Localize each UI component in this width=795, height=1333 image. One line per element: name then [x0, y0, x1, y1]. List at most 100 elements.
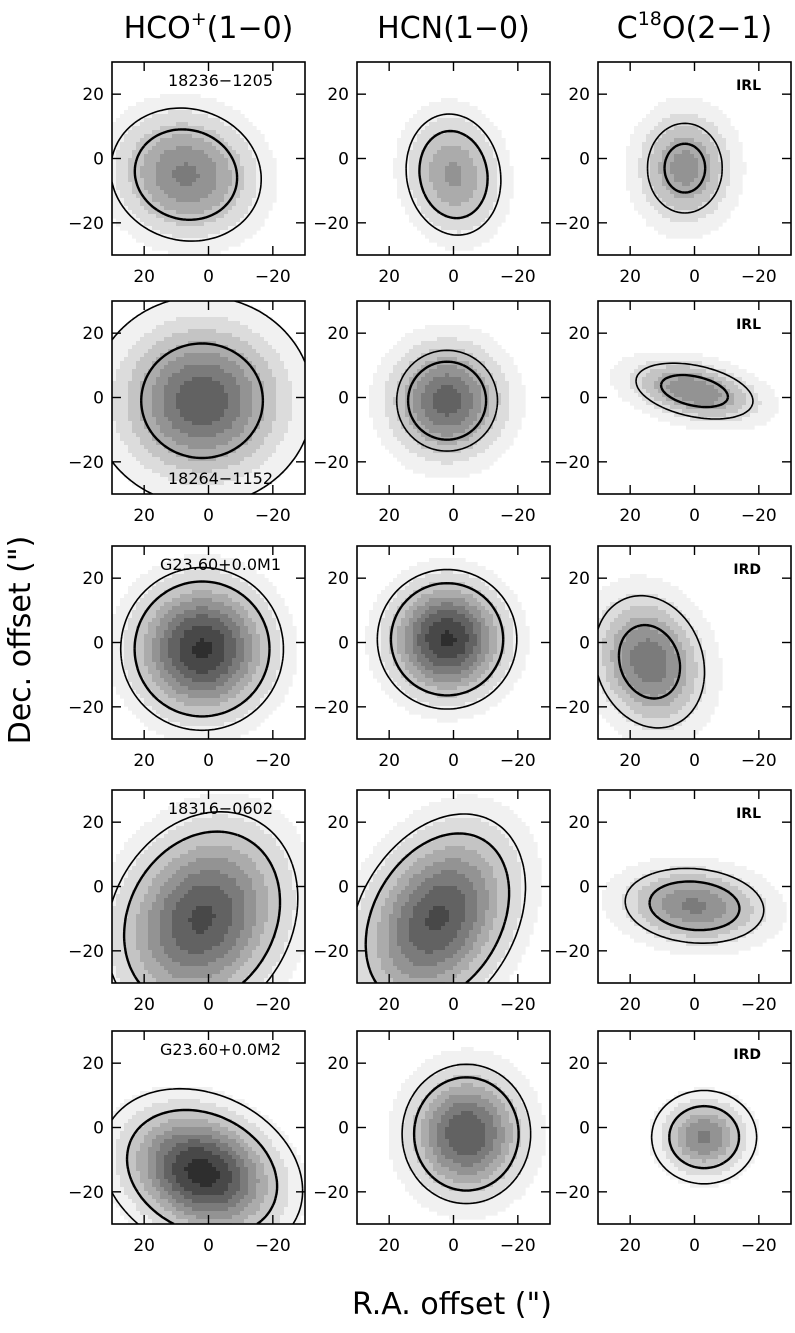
x-tick-label: −20	[255, 506, 291, 526]
y-tick-label: 20	[568, 1054, 590, 1074]
solid-contour	[406, 360, 488, 441]
solid-contour	[133, 580, 271, 718]
x-tick-label: −20	[500, 267, 536, 287]
x-tick-label: −20	[500, 995, 536, 1015]
solid-contour	[122, 830, 282, 983]
x-tick-label: 20	[378, 751, 400, 771]
panel-hcn-row-3: 20 0 −20 20 0 −20	[313, 545, 551, 771]
solid-contour	[659, 373, 730, 409]
x-tick-label: 0	[203, 506, 214, 526]
x-tick-label: 20	[133, 267, 155, 287]
y-tick-label: −20	[68, 453, 104, 473]
x-tick-label: −20	[741, 1236, 777, 1256]
y-tick-label: 0	[338, 1119, 349, 1139]
intensity-map	[112, 554, 297, 739]
x-tick-label: 20	[133, 995, 155, 1015]
source-type-tag: IRD	[733, 1047, 761, 1063]
y-axis-title: Dec. offset (")	[3, 536, 38, 745]
solid-contour	[648, 880, 741, 932]
x-tick-label: 0	[203, 995, 214, 1015]
x-tick-label: 20	[619, 506, 641, 526]
column-title-hco: HCO+(1−0)	[124, 8, 294, 46]
x-tick-label: 20	[133, 1236, 155, 1256]
dashed-contour	[376, 568, 518, 710]
dashed-contour	[119, 566, 285, 732]
x-tick-label: 0	[689, 506, 700, 526]
y-tick-label: −20	[68, 698, 104, 718]
y-tick-label: −20	[313, 214, 349, 234]
solid-contour	[389, 582, 505, 697]
x-tick-label: 20	[133, 506, 155, 526]
panel-c18o-row-2: 20 0 −20 20 0 −20 IRL	[554, 300, 792, 526]
column-title-c18o: C18O(2−1)	[617, 8, 772, 46]
x-tick-label: −20	[255, 751, 291, 771]
x-tick-label: 20	[619, 267, 641, 287]
x-tick-label: 0	[448, 267, 459, 287]
y-tick-label: 20	[82, 85, 104, 105]
y-tick-label: 20	[82, 569, 104, 589]
x-tick-label: 0	[689, 995, 700, 1015]
y-tick-label: 20	[327, 85, 349, 105]
y-tick-label: −20	[313, 942, 349, 962]
x-tick-label: −20	[500, 506, 536, 526]
panel-hco-row-3: 20 0 −20 20 0 −20 G23.60+0.0M1	[68, 545, 306, 771]
x-tick-label: 0	[448, 1236, 459, 1256]
dashed-contour	[112, 107, 262, 242]
x-tick-label: 20	[133, 751, 155, 771]
y-tick-label: −20	[554, 214, 590, 234]
dashed-contour	[112, 811, 299, 983]
dashed-contour	[112, 1087, 304, 1224]
x-axis-title: R.A. offset (")	[352, 1287, 552, 1322]
panel-hcn-row-4: 20 0 −20 20 0 −20	[313, 789, 551, 1015]
source-name-label: 18236−1205	[168, 71, 273, 90]
x-tick-label: 0	[689, 267, 700, 287]
x-tick-label: 0	[448, 995, 459, 1015]
x-tick-label: 20	[619, 751, 641, 771]
y-tick-label: 20	[327, 569, 349, 589]
y-tick-label: 20	[568, 85, 590, 105]
panel-hco-row-2: 20 0 −20 20 0 −20 18264−1152	[68, 300, 306, 526]
source-name-label: G23.60+0.0M1	[160, 555, 281, 574]
solid-contour	[364, 832, 511, 983]
y-tick-label: 0	[579, 1119, 590, 1139]
y-tick-label: 20	[327, 1054, 349, 1074]
y-tick-label: 20	[327, 813, 349, 833]
intensity-map	[112, 794, 305, 983]
dashed-contour	[624, 867, 765, 944]
x-tick-label: 0	[203, 267, 214, 287]
solid-contour	[668, 1104, 741, 1170]
intensity-map	[650, 1087, 759, 1188]
x-tick-label: 20	[378, 506, 400, 526]
y-tick-label: 20	[568, 569, 590, 589]
source-name-label: 18264−1152	[168, 469, 273, 488]
y-tick-label: 0	[338, 150, 349, 170]
y-tick-label: 0	[93, 634, 104, 654]
panel-hco-row-5: 20 0 −20 20 0 −20 G23.60+0.0M2	[68, 1030, 306, 1256]
y-tick-label: 20	[327, 324, 349, 344]
source-type-tag: IRL	[736, 317, 761, 333]
dashed-contour	[598, 594, 706, 729]
panel-c18o-row-3: 20 0 −20 20 0 −20 IRD	[554, 545, 792, 771]
dashed-contour	[646, 122, 723, 214]
source-name-label: 18316−0602	[168, 799, 273, 818]
solid-contour	[125, 1108, 279, 1224]
solid-contour	[412, 1076, 520, 1192]
x-tick-label: −20	[741, 506, 777, 526]
intensity-map	[602, 858, 787, 955]
y-tick-label: 20	[82, 324, 104, 344]
x-tick-label: −20	[741, 751, 777, 771]
x-tick-label: 0	[448, 751, 459, 771]
y-tick-label: 0	[579, 634, 590, 654]
x-tick-label: 0	[689, 1236, 700, 1256]
y-tick-label: 0	[579, 389, 590, 409]
solid-contour	[133, 128, 239, 221]
x-tick-label: 0	[689, 751, 700, 771]
panel-hco-row-4: 20 0 −20 20 0 −20 18316−0602	[68, 789, 306, 1015]
intensity-map	[626, 98, 747, 239]
y-tick-label: −20	[554, 453, 590, 473]
panel-hco-row-1: 20 0 −20 20 0 −20 18236−1205	[68, 61, 306, 287]
dashed-contour	[357, 813, 527, 983]
y-tick-label: 0	[93, 878, 104, 898]
y-tick-label: −20	[554, 1183, 590, 1203]
